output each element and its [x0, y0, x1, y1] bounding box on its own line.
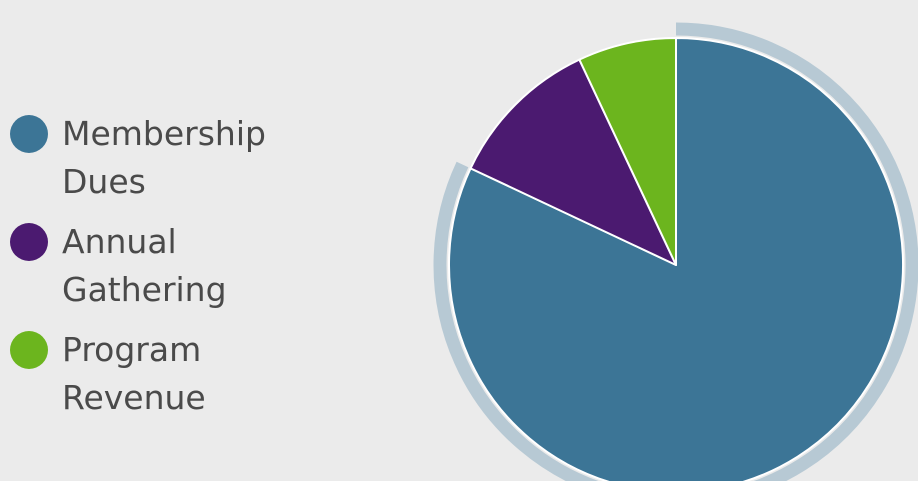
legend-item-annual-gathering[interactable]: Annual Gathering [10, 218, 340, 314]
legend-item-program-revenue[interactable]: Program Revenue [10, 326, 340, 422]
legend-item-membership-dues[interactable]: Membership Dues [10, 110, 340, 206]
pie-slice-membership-dues[interactable] [448, 37, 904, 481]
legend-swatch-membership-dues [10, 115, 48, 153]
legend-swatch-annual-gathering [10, 223, 48, 261]
legend-label-annual-gathering: Annual Gathering [62, 222, 227, 309]
pie-slice-program-revenue[interactable] [578, 37, 677, 266]
legend-label-program-revenue: Program Revenue [62, 330, 206, 417]
pie-highlight-ring-membership-dues [433, 22, 918, 481]
pie-slice-annual-gathering[interactable] [469, 58, 677, 266]
legend-label-membership-dues: Membership Dues [62, 114, 266, 201]
legend-swatch-program-revenue [10, 331, 48, 369]
legend: Membership Dues Annual Gathering Program… [10, 110, 340, 434]
